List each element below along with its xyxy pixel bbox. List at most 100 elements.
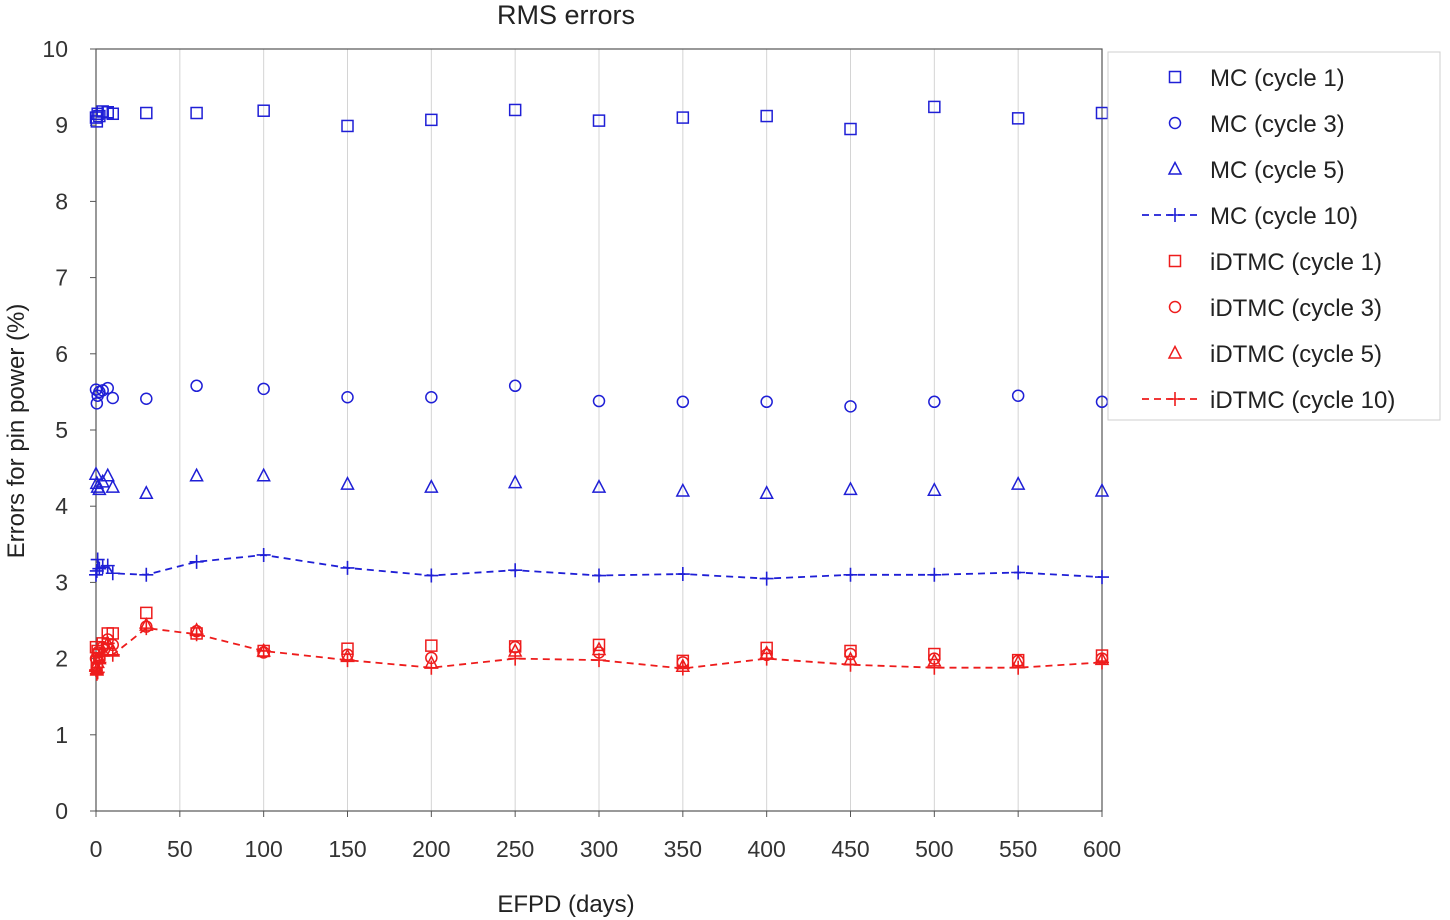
data-point — [508, 103, 522, 117]
data-point — [928, 395, 941, 409]
legend-item: iDTMC (cycle 5) — [1167, 341, 1382, 368]
data-point — [675, 567, 690, 582]
data-point — [340, 653, 355, 668]
legend-marker — [1168, 70, 1182, 84]
legend-label: MC (cycle 5) — [1210, 157, 1345, 184]
legend-item: iDTMC (cycle 1) — [1168, 249, 1382, 276]
legend-marker — [1167, 160, 1183, 175]
data-point — [100, 467, 115, 482]
data-point — [256, 643, 271, 658]
x-tick-label: 100 — [244, 836, 282, 862]
y-tick-label: 0 — [55, 798, 68, 824]
data-point — [92, 655, 107, 670]
data-point — [676, 111, 690, 124]
x-axis-ticks: 0 50 100 150 200 250 300 350 400 450 500 550 600 — [90, 811, 1121, 862]
data-point — [190, 379, 203, 393]
y-tick-label: 3 — [55, 569, 68, 595]
data-point — [592, 568, 606, 583]
data-point — [592, 394, 606, 408]
legend-item: MC (cycle 1) — [1168, 65, 1345, 92]
data-point — [92, 561, 107, 576]
data-point — [257, 382, 270, 396]
legend-item: iDTMC (cycle 3) — [1168, 295, 1382, 322]
data-point — [1095, 570, 1109, 585]
data-point — [927, 660, 942, 675]
data-point — [189, 627, 204, 642]
x-tick-label: 0 — [90, 836, 103, 862]
data-point — [93, 109, 106, 123]
data-point — [139, 567, 154, 582]
data-point — [676, 395, 690, 409]
data-point — [89, 383, 103, 396]
data-point — [90, 665, 105, 680]
x-tick-label: 600 — [1083, 836, 1121, 862]
data-point — [101, 381, 114, 395]
y-axis-title: Errors for pin power (%) — [3, 304, 30, 559]
legend-label: iDTMC (cycle 3) — [1210, 295, 1382, 322]
legend-marker — [1168, 116, 1182, 130]
data-point — [425, 639, 438, 652]
data-point — [508, 379, 522, 393]
legend-label: iDTMC (cycle 1) — [1210, 249, 1382, 276]
x-tick-label: 300 — [580, 836, 618, 862]
data-point — [508, 651, 523, 666]
series-8 — [89, 621, 1109, 681]
x-tick-label: 350 — [664, 836, 702, 862]
data-point — [89, 666, 104, 681]
data-point — [675, 482, 691, 497]
y-axis-ticks: 0 1 2 3 4 5 6 7 8 9 10 — [42, 36, 96, 824]
data-point — [844, 644, 857, 658]
data-point — [928, 100, 941, 114]
series-4 — [89, 547, 1109, 586]
data-point — [106, 107, 120, 121]
legend-item: MC (cycle 5) — [1167, 157, 1345, 184]
data-point — [190, 106, 203, 120]
data-point — [1011, 112, 1025, 125]
data-point — [1094, 482, 1110, 497]
legend-item: MC (cycle 3) — [1168, 111, 1345, 138]
data-point — [759, 571, 774, 586]
data-point — [90, 552, 105, 567]
data-point — [89, 567, 103, 582]
series-layer — [88, 100, 1110, 681]
data-point — [139, 621, 154, 636]
x-axis-title: EFPD (days) — [497, 891, 634, 918]
data-point — [507, 474, 523, 489]
data-point — [89, 563, 104, 578]
data-point — [592, 114, 606, 127]
data-point — [424, 660, 439, 675]
data-point — [1011, 565, 1026, 580]
data-point — [843, 567, 858, 582]
data-point — [105, 479, 121, 493]
legend-marker — [1168, 208, 1182, 222]
y-tick-label: 7 — [55, 265, 68, 291]
legend-item: iDTMC (cycle 10) — [1142, 387, 1395, 414]
data-point — [100, 558, 115, 573]
data-point — [760, 395, 773, 409]
data-point — [843, 481, 858, 496]
x-tick-label: 400 — [747, 836, 785, 862]
x-tick-label: 250 — [496, 836, 534, 862]
data-point — [341, 119, 354, 133]
legend-marker — [1168, 254, 1182, 268]
data-point — [140, 606, 153, 620]
data-point — [189, 554, 204, 569]
x-tick-label: 200 — [412, 836, 450, 862]
data-point — [106, 391, 120, 405]
data-point — [89, 663, 103, 678]
data-point — [189, 467, 204, 482]
data-point — [340, 475, 355, 490]
legend-label: MC (cycle 3) — [1210, 111, 1345, 138]
data-point — [256, 547, 271, 562]
y-tick-label: 1 — [55, 722, 68, 748]
legend-box — [1107, 51, 1441, 421]
data-point — [257, 104, 270, 117]
data-point — [140, 106, 153, 120]
data-point — [140, 392, 153, 406]
data-point — [425, 113, 438, 127]
x-tick-label: 150 — [328, 836, 366, 862]
legend-marker — [1167, 344, 1183, 359]
series-3 — [88, 466, 1110, 499]
data-point — [1010, 475, 1026, 490]
